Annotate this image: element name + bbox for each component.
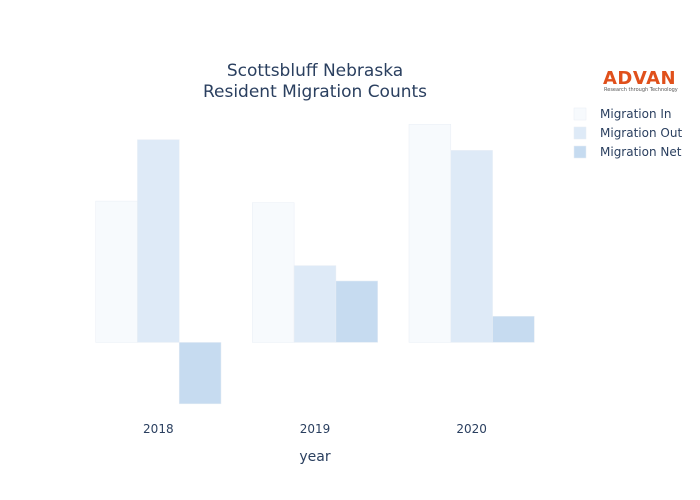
legend-swatch-migration-net[interactable] [573, 145, 587, 159]
bar-migration-net-2018 [178, 342, 222, 405]
bar-migration-out-2020 [450, 150, 493, 343]
bar-migration-in-2019 [252, 202, 295, 343]
chart-title-line-2: Resident Migration Counts [203, 82, 427, 102]
x-tick-label: 2020 [456, 422, 487, 436]
advan-logo-tagline: Research through Technology [604, 87, 678, 93]
chart-title-line-1: Scottsbluff Nebraska [227, 61, 403, 81]
bar-migration-net-2020 [492, 316, 535, 343]
bar-migration-in-2020 [408, 124, 452, 343]
advan-logo-wordmark: ADVAN [603, 68, 676, 89]
x-axis-ticks: 2018 2019 2020 [143, 422, 487, 436]
bar-migration-out-2019 [293, 265, 337, 343]
x-tick-label: 2018 [143, 422, 174, 436]
legend: Migration In Migration Out Migration Net [573, 107, 682, 159]
x-axis-title: year [299, 449, 330, 465]
x-tick-label: 2019 [300, 422, 331, 436]
legend-label-migration-net[interactable]: Migration Net [600, 145, 682, 159]
legend-label-migration-in[interactable]: Migration In [600, 107, 672, 121]
bar-migration-out-2018 [137, 139, 180, 343]
bar-migration-net-2019 [335, 280, 378, 343]
chart-title: Scottsbluff Nebraska Resident Migration … [203, 61, 427, 102]
legend-swatch-migration-out[interactable] [573, 126, 587, 140]
bar-migration-in-2018 [95, 200, 138, 343]
advan-logo: ADVAN Research through Technology [603, 68, 678, 93]
legend-label-migration-out[interactable]: Migration Out [600, 126, 682, 140]
bars-layer [95, 124, 535, 405]
legend-swatch-migration-in[interactable] [573, 107, 587, 121]
